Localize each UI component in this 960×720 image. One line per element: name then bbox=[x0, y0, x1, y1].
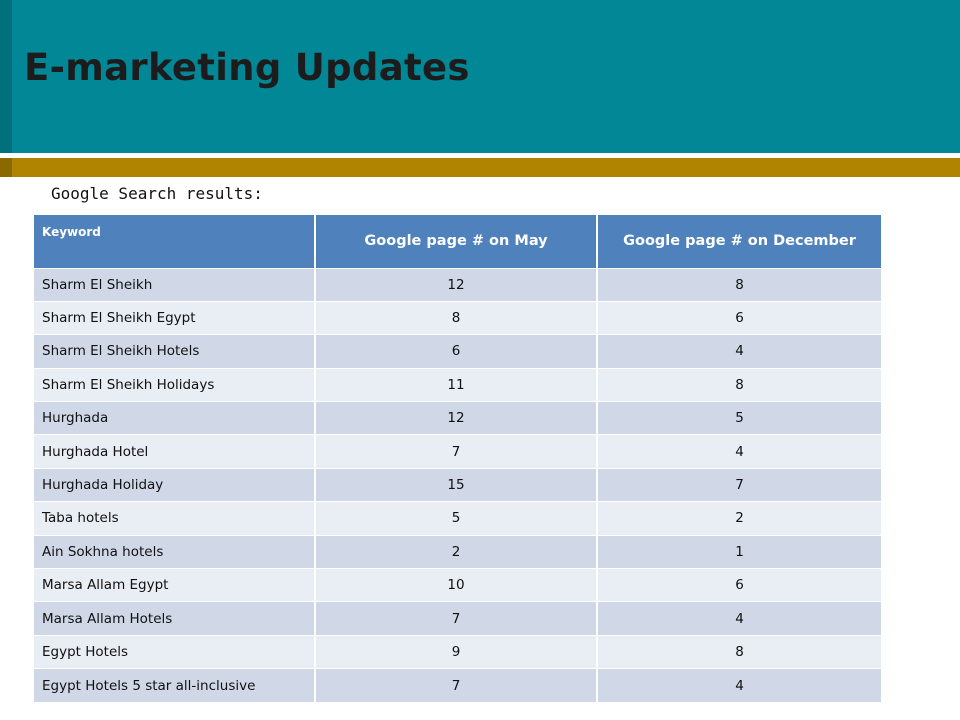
december-page-cell: 6 bbox=[597, 568, 881, 602]
december-page-cell: 4 bbox=[597, 601, 881, 636]
may-page-cell: 9 bbox=[315, 634, 598, 669]
may-page-cell: 12 bbox=[315, 401, 598, 435]
december-page-cell: 4 bbox=[597, 668, 881, 703]
keyword-cell: Ain Sokhna hotels bbox=[34, 534, 316, 569]
december-page-cell: 6 bbox=[597, 300, 881, 335]
may-page-cell: 7 bbox=[315, 668, 598, 703]
may-page-cell: 11 bbox=[315, 367, 598, 402]
table-row: Sharm El Sheikh Hotels 6 4 bbox=[34, 334, 881, 369]
column-header-may: Google page # on May bbox=[315, 215, 598, 268]
keyword-cell: Egypt Hotels bbox=[34, 634, 316, 669]
keyword-cell: Sharm El Sheikh Holidays bbox=[34, 367, 316, 402]
column-header-keyword: Keyword bbox=[34, 215, 316, 268]
table-row: Hurghada Holiday 15 7 bbox=[34, 467, 881, 502]
keyword-cell: Marsa Allam Hotels bbox=[34, 601, 316, 636]
column-header-december: Google page # on December bbox=[597, 215, 881, 268]
december-page-cell: 4 bbox=[597, 334, 881, 369]
table-row: Hurghada Hotel 7 4 bbox=[34, 434, 881, 469]
table-row: Egypt Hotels 5 star all-inclusive 7 4 bbox=[34, 668, 881, 703]
section-subtitle: Google Search results: bbox=[51, 184, 263, 203]
gold-divider-accent bbox=[0, 158, 12, 177]
keyword-cell: Hurghada bbox=[34, 401, 316, 435]
keyword-cell: Marsa Allam Egypt bbox=[34, 568, 316, 602]
table-row: Ain Sokhna hotels 2 1 bbox=[34, 534, 881, 569]
header-band bbox=[0, 0, 960, 153]
may-page-cell: 15 bbox=[315, 467, 598, 502]
slide-title: E-marketing Updates bbox=[24, 46, 470, 89]
table-body: Sharm El Sheikh 12 8 Sharm El Sheikh Egypt 8… bbox=[34, 267, 881, 703]
may-page-cell: 8 bbox=[315, 300, 598, 335]
may-page-cell: 6 bbox=[315, 334, 598, 369]
december-page-cell: 8 bbox=[597, 367, 881, 402]
table-row: Hurghada 12 5 bbox=[34, 401, 881, 435]
gold-divider-bar bbox=[0, 158, 960, 177]
search-results-table: Keyword Google page # on May Google page… bbox=[34, 215, 881, 703]
table-row: Marsa Allam Hotels 7 4 bbox=[34, 601, 881, 636]
keyword-cell: Sharm El Sheikh Hotels bbox=[34, 334, 316, 369]
may-page-cell: 2 bbox=[315, 534, 598, 569]
december-page-cell: 8 bbox=[597, 634, 881, 669]
table-header-row: Keyword Google page # on May Google page… bbox=[34, 215, 881, 268]
table-row: Taba hotels 5 2 bbox=[34, 501, 881, 536]
may-page-cell: 7 bbox=[315, 434, 598, 469]
table-row: Marsa Allam Egypt 10 6 bbox=[34, 568, 881, 602]
table-row: Sharm El Sheikh Holidays 11 8 bbox=[34, 367, 881, 402]
december-page-cell: 1 bbox=[597, 534, 881, 569]
may-page-cell: 5 bbox=[315, 501, 598, 536]
keyword-cell: Sharm El Sheikh bbox=[34, 267, 316, 302]
december-page-cell: 7 bbox=[597, 467, 881, 502]
keyword-cell: Sharm El Sheikh Egypt bbox=[34, 300, 316, 335]
table-row: Egypt Hotels 9 8 bbox=[34, 634, 881, 669]
divider-line bbox=[0, 153, 960, 158]
december-page-cell: 4 bbox=[597, 434, 881, 469]
table-row: Sharm El Sheikh 12 8 bbox=[34, 267, 881, 302]
december-page-cell: 8 bbox=[597, 267, 881, 302]
may-page-cell: 12 bbox=[315, 267, 598, 302]
keyword-cell: Egypt Hotels 5 star all-inclusive bbox=[34, 668, 316, 703]
december-page-cell: 5 bbox=[597, 401, 881, 435]
may-page-cell: 7 bbox=[315, 601, 598, 636]
keyword-cell: Hurghada Hotel bbox=[34, 434, 316, 469]
header-accent bbox=[0, 0, 12, 153]
december-page-cell: 2 bbox=[597, 501, 881, 536]
table-row: Sharm El Sheikh Egypt 8 6 bbox=[34, 300, 881, 335]
keyword-cell: Taba hotels bbox=[34, 501, 316, 536]
may-page-cell: 10 bbox=[315, 568, 598, 602]
keyword-cell: Hurghada Holiday bbox=[34, 467, 316, 502]
